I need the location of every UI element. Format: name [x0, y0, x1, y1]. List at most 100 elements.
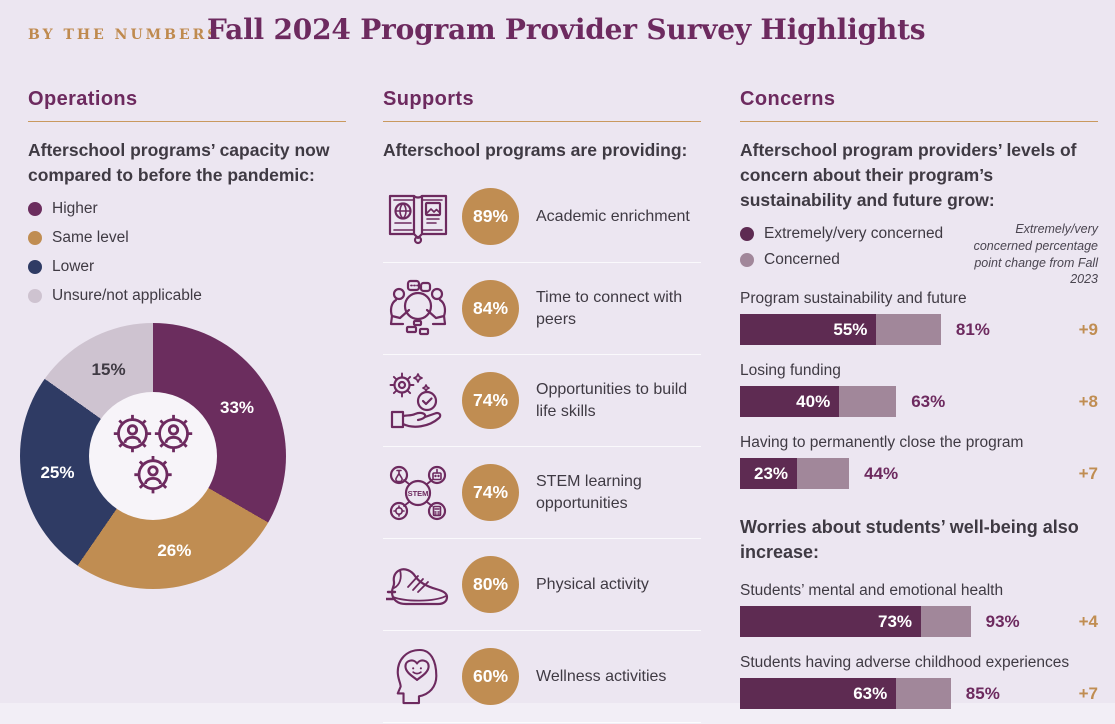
- legend-dot: [28, 202, 42, 216]
- academic-book-icon: [383, 188, 453, 246]
- bar-value: 73%: [878, 611, 913, 631]
- supports-heading: Supports: [383, 88, 701, 122]
- gears-people-icon: [112, 413, 194, 495]
- bar-total: 44%: [864, 463, 899, 483]
- bar-value: 55%: [833, 319, 868, 339]
- support-label: STEM learning opportunities: [536, 472, 642, 512]
- bar-close-program: Having to permanently close the program …: [740, 434, 1098, 489]
- percentage-badge: 80%: [462, 556, 519, 613]
- capacity-donut-chart: 33% 26% 25% 15%: [20, 323, 286, 589]
- life-skills-icon: [383, 371, 453, 431]
- bar-program-sustainability: Program sustainability and future 55% 81…: [740, 290, 1098, 345]
- percentage-badge: 74%: [462, 372, 519, 429]
- legend-dot: [28, 231, 42, 245]
- concerns-legend: Extremely/very concerned Concerned: [740, 225, 943, 288]
- bar-total: 93%: [985, 611, 1020, 631]
- bar-losing-funding: Losing funding 40% 63% +8: [740, 362, 1098, 417]
- stacked-bar: 40% 63% +8: [740, 386, 1098, 417]
- concerns-heading: Concerns: [740, 88, 1098, 122]
- bar-label: Losing funding: [740, 362, 841, 379]
- bar-change: +8: [1078, 391, 1098, 411]
- bar-segment-extreme: 23%: [740, 458, 798, 489]
- support-item-life-skills: 74% Opportunities to build life skills: [383, 355, 701, 447]
- donut-slice-label: 25%: [40, 462, 75, 482]
- donut-hole: [89, 392, 217, 520]
- legend-item-concerned: Concerned: [740, 251, 943, 269]
- legend-item-higher: Higher: [28, 200, 346, 218]
- legend-label: Lower: [52, 258, 95, 275]
- legend-item-unsure: Unsure/not applicable: [28, 287, 346, 305]
- legend-dot: [28, 260, 42, 274]
- operations-section: Operations Afterschool programs’ capacit…: [20, 88, 346, 589]
- supports-list: 89% Academic enrichment: [383, 171, 701, 723]
- support-label: Academic enrichment: [536, 207, 690, 225]
- operations-subhead: Afterschool programs’ capacity now compa…: [28, 140, 330, 185]
- wellness-head-icon: [383, 646, 453, 708]
- donut-slice-label: 15%: [91, 359, 126, 379]
- stacked-bar: 55% 81% +9: [740, 314, 1098, 345]
- legend-dot: [740, 227, 754, 241]
- bar-total: 85%: [965, 683, 1000, 703]
- bar-label: Having to permanently close the program: [740, 434, 1024, 451]
- bar-segment-concerned: [797, 458, 850, 489]
- stacked-bar: 23% 44% +7: [740, 458, 1098, 489]
- capacity-legend: Higher Same level Lower Unsure/not appli…: [28, 200, 346, 305]
- percentage-badge: 89%: [462, 188, 519, 245]
- legend-label: Same level: [52, 229, 129, 246]
- percentage-badge: 84%: [462, 280, 519, 337]
- percentage-badge: 60%: [462, 648, 519, 705]
- legend-item-extremely-concerned: Extremely/very concerned: [740, 225, 943, 243]
- bar-segment-extreme: 40%: [740, 386, 840, 417]
- legend-label: Unsure/not applicable: [52, 287, 202, 304]
- support-label: Physical activity: [536, 575, 649, 593]
- bar-segment-extreme: 55%: [740, 314, 877, 345]
- bar-label: Students having adverse childhood experi…: [740, 654, 1070, 672]
- bar-value: 40%: [796, 391, 831, 411]
- legend-label: Higher: [52, 200, 98, 217]
- bar-segment-concerned: [896, 678, 951, 710]
- bar-total: 81%: [955, 319, 990, 339]
- stacked-bar: 63% 85% +7: [740, 678, 1098, 710]
- bar-mental-health: Students’ mental and emotional health 73…: [740, 582, 1098, 638]
- wellbeing-subhead: Worries about students’ well-being also …: [740, 517, 1079, 563]
- bar-total: 63%: [911, 391, 946, 411]
- svg-text:STEM: STEM: [408, 489, 429, 498]
- bar-adverse-experiences: Students having adverse childhood experi…: [740, 654, 1098, 710]
- bar-segment-extreme: 73%: [740, 606, 922, 638]
- legend-item-same-level: Same level: [28, 229, 346, 247]
- support-label: Time to connect with peers: [536, 288, 683, 328]
- bar-segment-concerned: [839, 386, 897, 417]
- supports-subhead: Afterschool programs are providing:: [383, 140, 688, 160]
- stem-icon: STEM: [383, 463, 453, 523]
- supports-section: Supports Afterschool programs are provid…: [383, 88, 701, 723]
- bar-change: +7: [1078, 463, 1098, 483]
- page-title: Fall 2024 Program Provider Survey Highli…: [207, 13, 926, 46]
- bar-label: Program sustainability and future: [740, 290, 967, 307]
- support-item-physical: 80% Physical activity: [383, 539, 701, 631]
- legend-dot: [740, 253, 754, 267]
- support-item-academic: 89% Academic enrichment: [383, 171, 701, 263]
- bar-change: +4: [1078, 611, 1098, 631]
- concerns-legend-row: Extremely/very concerned Concerned Extre…: [740, 221, 1098, 288]
- donut-slice-label: 33%: [219, 397, 255, 417]
- bar-change: +9: [1078, 319, 1098, 339]
- bar-label: Students’ mental and emotional health: [740, 582, 1004, 600]
- concerns-subhead: Afterschool program providers’ levels of…: [740, 140, 1077, 210]
- percentage-badge: 74%: [462, 464, 519, 521]
- support-item-wellness: 60% Wellness activities: [383, 631, 701, 723]
- bar-segment-concerned: [876, 314, 941, 345]
- peers-icon: [383, 279, 453, 339]
- operations-heading: Operations: [28, 88, 346, 122]
- legend-item-lower: Lower: [28, 258, 346, 276]
- legend-dot: [28, 289, 42, 303]
- sneaker-icon: [383, 561, 453, 609]
- change-note: Extremely/very concerned percentage poin…: [973, 222, 1098, 287]
- bar-value: 23%: [754, 463, 789, 483]
- support-label: Opportunities to build life skills: [536, 380, 688, 420]
- bar-segment-concerned: [921, 606, 971, 638]
- legend-label: Extremely/very concerned: [764, 225, 944, 242]
- bar-segment-extreme: 63%: [740, 678, 897, 710]
- stacked-bar: 73% 93% +4: [740, 606, 1098, 638]
- support-item-peers: 84% Time to connect with peers: [383, 263, 701, 355]
